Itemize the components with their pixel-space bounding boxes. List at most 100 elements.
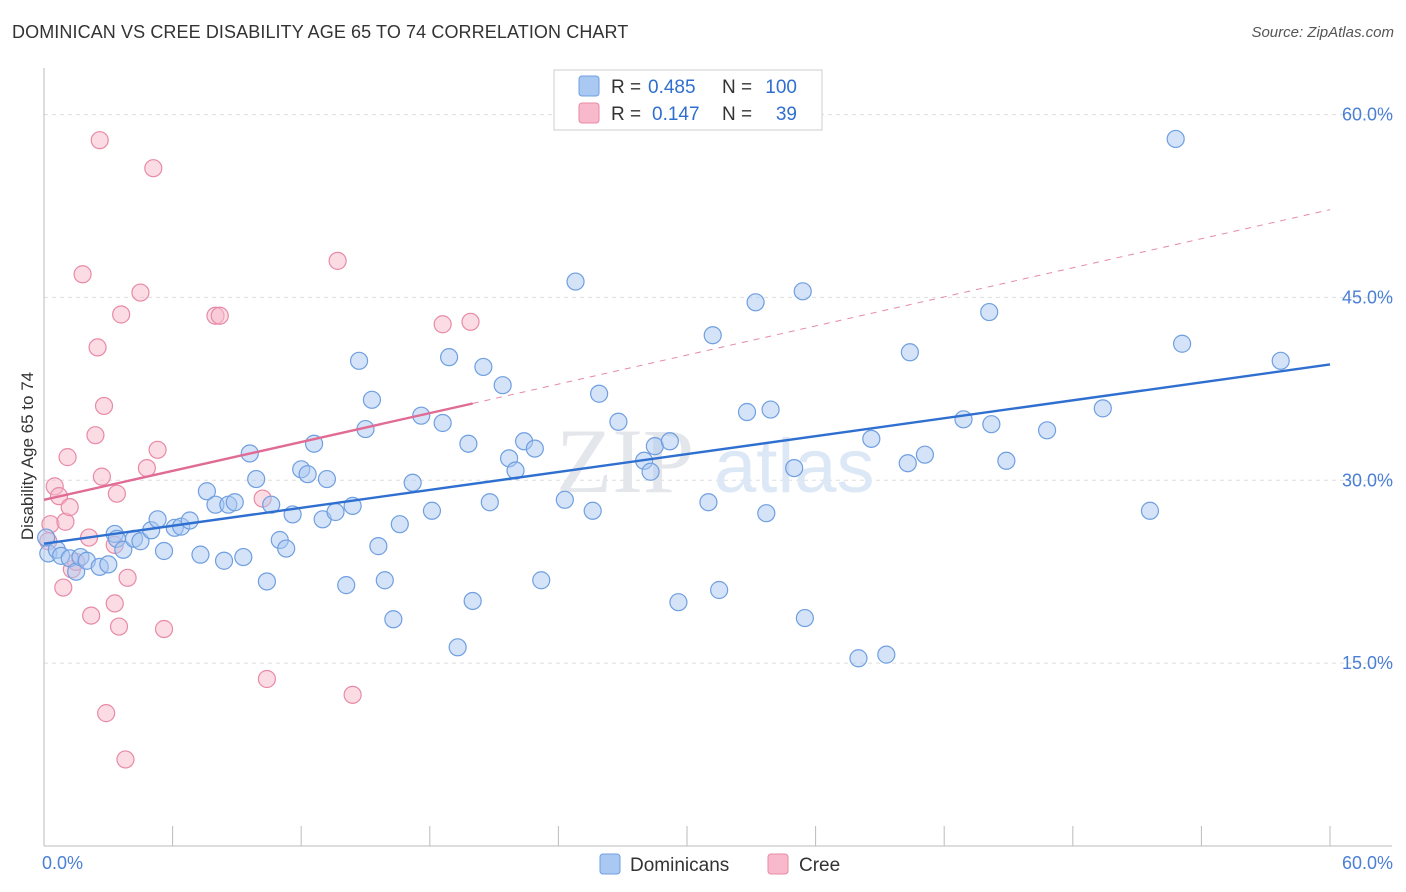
point-dominicans: [247, 469, 266, 489]
point-dominicans: [555, 490, 574, 509]
bottom-legend-swatch-dominicans: [599, 853, 621, 875]
point-dominicans: [234, 547, 253, 567]
point-cree: [97, 704, 116, 723]
point-dominicans: [225, 493, 244, 512]
point-dominicans: [459, 434, 478, 453]
point-dominicans: [699, 493, 718, 512]
point-dominicans: [326, 502, 345, 522]
legend-r-value-dominicans: 0.485: [648, 77, 696, 98]
point-dominicans: [214, 551, 234, 570]
point-dominicans: [337, 576, 356, 595]
point-dominicans: [566, 272, 585, 291]
point-dominicans: [954, 410, 973, 429]
x-tick-label-min: 0.0%: [42, 853, 83, 873]
y-axis-title: Disability Age 65 to 74: [18, 372, 37, 540]
point-dominicans: [660, 432, 679, 451]
point-dominicans: [525, 439, 544, 458]
point-cree: [82, 606, 101, 625]
point-dominicans: [849, 649, 868, 668]
legend-swatch-dominicans: [578, 75, 600, 97]
trendline-dominicans: [43, 363, 1331, 545]
point-cree: [109, 617, 129, 636]
axis-layer: [43, 68, 1392, 847]
point-dominicans: [900, 343, 920, 362]
y-tick-label: 30.0%: [1342, 470, 1393, 490]
point-dominicans: [746, 293, 765, 312]
point-cree: [90, 131, 109, 150]
point-dominicans: [710, 580, 729, 600]
point-dominicans: [191, 545, 210, 564]
point-dominicans: [493, 376, 512, 395]
point-cree: [257, 669, 277, 689]
trend-layer: [43, 209, 1331, 545]
legend-n-value-cree: 39: [776, 104, 797, 125]
bottom-legend-swatch-cree: [767, 853, 789, 875]
point-dominicans: [422, 501, 442, 520]
point-dominicans: [298, 465, 317, 484]
point-dominicans: [982, 415, 1001, 434]
point-dominicans: [877, 645, 896, 664]
legend-r-label-cree: R =: [611, 104, 641, 125]
grid-layer: [44, 114, 1392, 664]
point-cree: [54, 578, 73, 597]
point-dominicans: [1093, 399, 1112, 418]
point-cree: [86, 426, 105, 445]
point-dominicans: [180, 511, 199, 530]
point-dominicans: [384, 610, 403, 629]
point-cree: [92, 467, 111, 486]
point-dominicans: [590, 384, 609, 403]
point-dominicans: [669, 593, 688, 612]
point-cree: [433, 315, 452, 334]
chart-title: DOMINICAN VS CREE DISABILITY AGE 65 TO 7…: [12, 22, 629, 42]
point-cree: [88, 338, 107, 357]
point-dominicans: [349, 351, 369, 370]
point-dominicans: [997, 451, 1016, 470]
x-tick-label-max: 60.0%: [1342, 853, 1393, 873]
point-cree: [60, 498, 79, 517]
point-dominicans: [583, 501, 602, 520]
point-dominicans: [433, 413, 452, 433]
series-dominicans: [37, 129, 1290, 668]
point-dominicans: [915, 445, 935, 464]
point-dominicans: [362, 390, 382, 409]
point-dominicans: [1166, 129, 1185, 149]
point-dominicans: [980, 302, 999, 322]
legend-box: R = 0.485 N = 100 R = 0.147 N = 39: [553, 69, 823, 131]
point-dominicans: [148, 510, 167, 529]
point-dominicans: [114, 540, 133, 559]
point-dominicans: [317, 469, 337, 489]
point-dominicans: [277, 539, 296, 558]
point-dominicans: [785, 458, 804, 478]
trendline-extension-cree: [472, 209, 1331, 404]
points-layer: [37, 129, 1290, 769]
point-cree: [112, 305, 131, 324]
y-tick-label: 60.0%: [1342, 105, 1393, 125]
point-cree: [105, 594, 124, 613]
point-cree: [131, 283, 150, 302]
y-tick-label: 15.0%: [1342, 653, 1393, 673]
point-dominicans: [390, 515, 409, 534]
point-dominicans: [131, 532, 150, 551]
point-dominicans: [641, 462, 660, 481]
point-dominicans: [463, 591, 482, 611]
point-cree: [107, 484, 126, 503]
point-cree: [58, 448, 77, 467]
tick-labels: 15.0% 30.0% 45.0% 60.0% 0.0% 60.0%: [42, 105, 1393, 873]
legend-n-label-cree: N =: [722, 104, 752, 125]
point-dominicans: [480, 493, 499, 512]
point-dominicans: [369, 537, 388, 556]
legend-n-label-dominicans: N =: [722, 77, 752, 98]
point-dominicans: [737, 402, 757, 422]
bottom-legend-label-cree: Cree: [799, 855, 840, 876]
point-dominicans: [645, 437, 664, 456]
point-dominicans: [703, 326, 722, 345]
point-dominicans: [1271, 351, 1290, 370]
legend-r-label-dominicans: R =: [611, 77, 641, 98]
point-dominicans: [1140, 501, 1160, 520]
point-cree: [137, 458, 156, 478]
point-dominicans: [898, 454, 917, 473]
point-cree: [343, 685, 362, 704]
point-cree: [461, 312, 480, 331]
y-tick-label: 45.0%: [1342, 287, 1393, 307]
